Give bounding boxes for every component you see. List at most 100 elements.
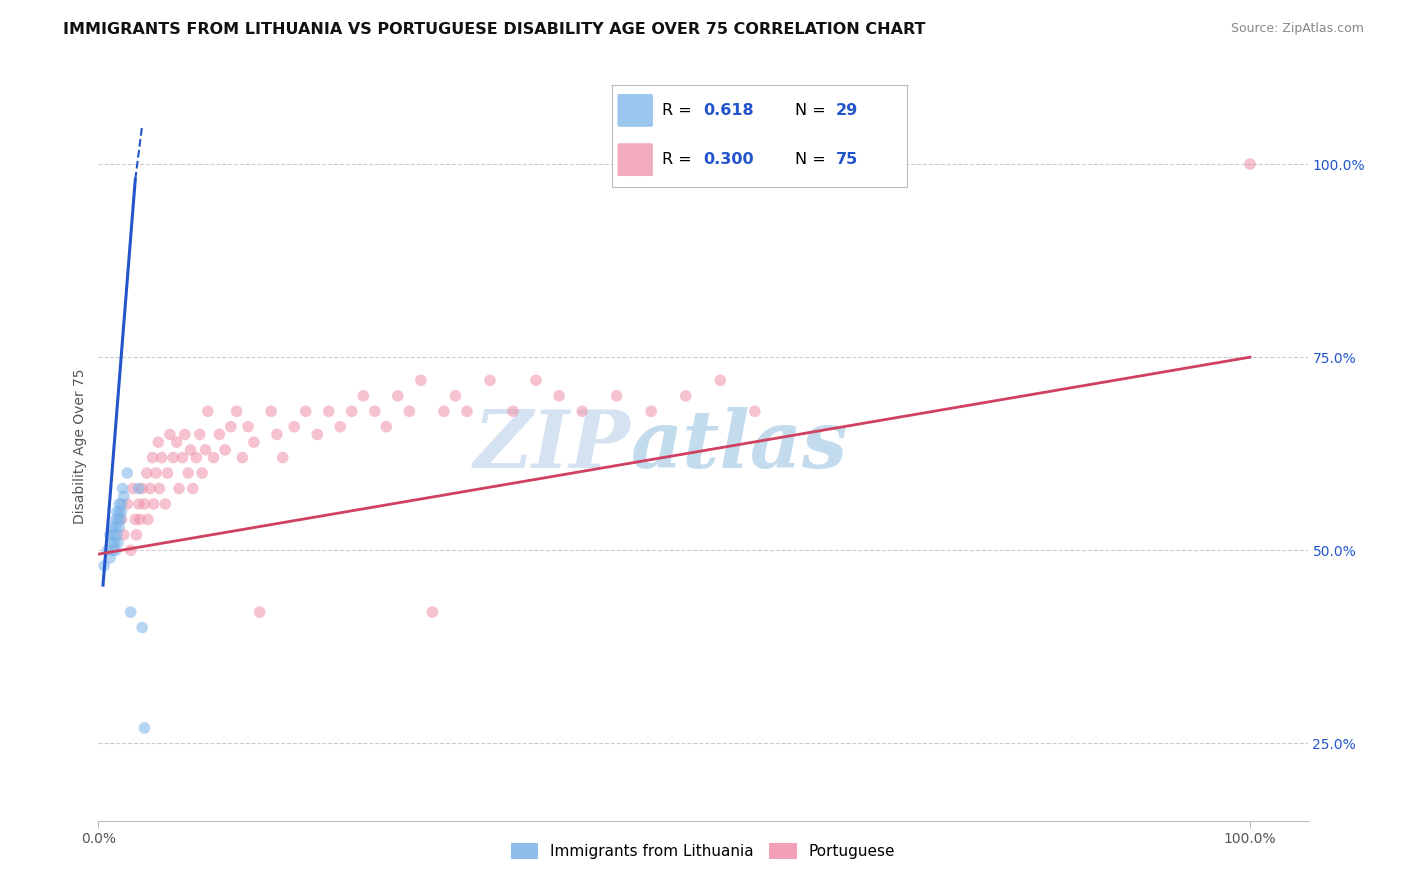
Point bbox=[111, 482, 134, 496]
Point bbox=[93, 558, 115, 573]
Point bbox=[128, 497, 150, 511]
Point bbox=[456, 404, 478, 418]
Point bbox=[571, 404, 593, 418]
Point bbox=[125, 528, 148, 542]
Point bbox=[115, 466, 138, 480]
Point bbox=[271, 450, 294, 465]
Point bbox=[108, 497, 131, 511]
Point bbox=[103, 535, 125, 549]
Point bbox=[225, 404, 247, 418]
Point bbox=[606, 389, 628, 403]
Point bbox=[128, 482, 150, 496]
Point bbox=[167, 482, 190, 496]
Point bbox=[134, 721, 156, 735]
Point bbox=[110, 497, 132, 511]
Point bbox=[294, 404, 316, 418]
Point bbox=[202, 450, 225, 465]
Point bbox=[107, 512, 129, 526]
Point bbox=[155, 497, 177, 511]
Point bbox=[122, 482, 145, 496]
Point bbox=[364, 404, 387, 418]
Point bbox=[502, 404, 524, 418]
Point bbox=[191, 466, 214, 480]
Legend: Immigrants from Lithuania, Portuguese: Immigrants from Lithuania, Portuguese bbox=[505, 838, 901, 865]
FancyBboxPatch shape bbox=[617, 144, 652, 176]
Point bbox=[148, 482, 170, 496]
Point bbox=[135, 466, 157, 480]
Point bbox=[208, 427, 231, 442]
Point bbox=[108, 520, 131, 534]
Point bbox=[156, 466, 179, 480]
Point bbox=[260, 404, 283, 418]
Point bbox=[131, 482, 153, 496]
Point bbox=[112, 489, 135, 503]
Point bbox=[219, 419, 242, 434]
Point bbox=[105, 528, 128, 542]
Point bbox=[744, 404, 766, 418]
Point bbox=[97, 543, 120, 558]
Text: IMMIGRANTS FROM LITHUANIA VS PORTUGUESE DISABILITY AGE OVER 75 CORRELATION CHART: IMMIGRANTS FROM LITHUANIA VS PORTUGUESE … bbox=[63, 22, 925, 37]
Point bbox=[107, 535, 129, 549]
Point bbox=[197, 404, 219, 418]
Point bbox=[120, 605, 142, 619]
Point bbox=[136, 512, 159, 526]
Point bbox=[104, 512, 127, 526]
Point bbox=[266, 427, 288, 442]
Point bbox=[329, 419, 352, 434]
Point bbox=[128, 512, 150, 526]
Point bbox=[141, 450, 163, 465]
Point bbox=[142, 497, 165, 511]
Point bbox=[283, 419, 305, 434]
Point bbox=[103, 543, 125, 558]
Point bbox=[640, 404, 662, 418]
Point bbox=[444, 389, 467, 403]
Point bbox=[101, 535, 124, 549]
Point bbox=[134, 497, 156, 511]
Text: N =: N = bbox=[794, 153, 831, 167]
Point bbox=[188, 427, 211, 442]
Point bbox=[173, 427, 195, 442]
Point bbox=[709, 373, 731, 387]
Point bbox=[387, 389, 409, 403]
Point bbox=[110, 512, 132, 526]
Point bbox=[172, 450, 194, 465]
Point bbox=[131, 621, 153, 635]
Point bbox=[307, 427, 329, 442]
Text: ZIP: ZIP bbox=[474, 408, 630, 484]
Text: R =: R = bbox=[662, 103, 697, 118]
Point bbox=[243, 435, 266, 450]
Y-axis label: Disability Age Over 75: Disability Age Over 75 bbox=[73, 368, 87, 524]
Point bbox=[409, 373, 432, 387]
Point bbox=[181, 482, 204, 496]
Text: Source: ZipAtlas.com: Source: ZipAtlas.com bbox=[1230, 22, 1364, 36]
Point bbox=[110, 512, 132, 526]
Point bbox=[101, 520, 124, 534]
Point bbox=[124, 512, 146, 526]
Point bbox=[675, 389, 697, 403]
Point bbox=[548, 389, 571, 403]
Point bbox=[139, 482, 162, 496]
Point bbox=[145, 466, 167, 480]
Point bbox=[98, 551, 121, 566]
Point bbox=[214, 442, 236, 457]
Point bbox=[110, 505, 132, 519]
Point bbox=[422, 605, 444, 619]
Text: 0.618: 0.618 bbox=[703, 103, 754, 118]
Point bbox=[159, 427, 181, 442]
Point bbox=[524, 373, 547, 387]
Point bbox=[194, 442, 217, 457]
Point bbox=[186, 450, 208, 465]
Text: N =: N = bbox=[794, 103, 831, 118]
Point bbox=[180, 442, 202, 457]
Point bbox=[112, 528, 135, 542]
Point bbox=[115, 497, 138, 511]
Point bbox=[104, 520, 127, 534]
Text: atlas: atlas bbox=[630, 408, 848, 484]
Point bbox=[249, 605, 271, 619]
Point bbox=[236, 419, 259, 434]
Point bbox=[98, 528, 121, 542]
Point bbox=[108, 505, 131, 519]
FancyBboxPatch shape bbox=[617, 94, 652, 127]
Point bbox=[478, 373, 501, 387]
Point bbox=[105, 505, 128, 519]
